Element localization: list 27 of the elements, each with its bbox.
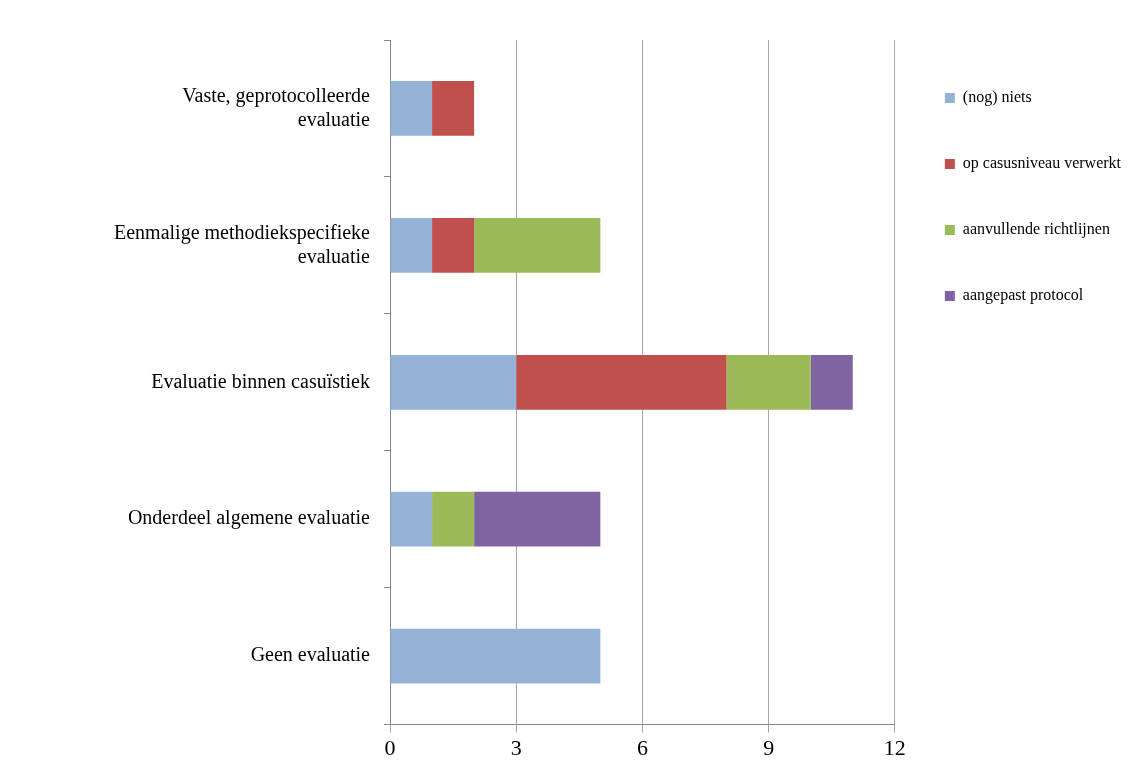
x-tick-label: 12 [883,734,906,760]
x-tick-label: 3 [510,734,522,760]
bar [390,354,517,410]
bar [390,218,433,273]
bar [390,491,433,547]
y-tick-label: Eenmalige methodiekspecifieke evaluatie [113,220,371,267]
x-tick-label: 6 [636,734,648,760]
bar [432,81,475,136]
bar [516,354,727,410]
y-tick-label: Geen evaluatie [250,643,371,666]
bar [432,491,475,547]
bar [810,354,853,410]
bar [432,218,475,273]
bar [474,491,601,547]
y-tick-label: Evaluatie binnen casuïstiek [151,369,370,392]
bar [474,218,601,273]
x-tick-label: 9 [763,734,775,760]
y-tick-label: Vaste, geprotocolleerde evaluatie [182,83,371,130]
legend-label: aanvullende richtlijnen [962,220,1110,239]
legend-label: op casusniveau verwerkt [962,154,1122,173]
y-tick-label: Onderdeel algemene evaluatie [127,506,371,530]
x-tick-label: 0 [384,734,396,760]
bar [390,81,433,136]
legend-label: (nog) niets [962,88,1032,107]
bar [390,628,601,684]
legend-label: aangepast protocol [962,286,1084,305]
bar [726,354,811,410]
